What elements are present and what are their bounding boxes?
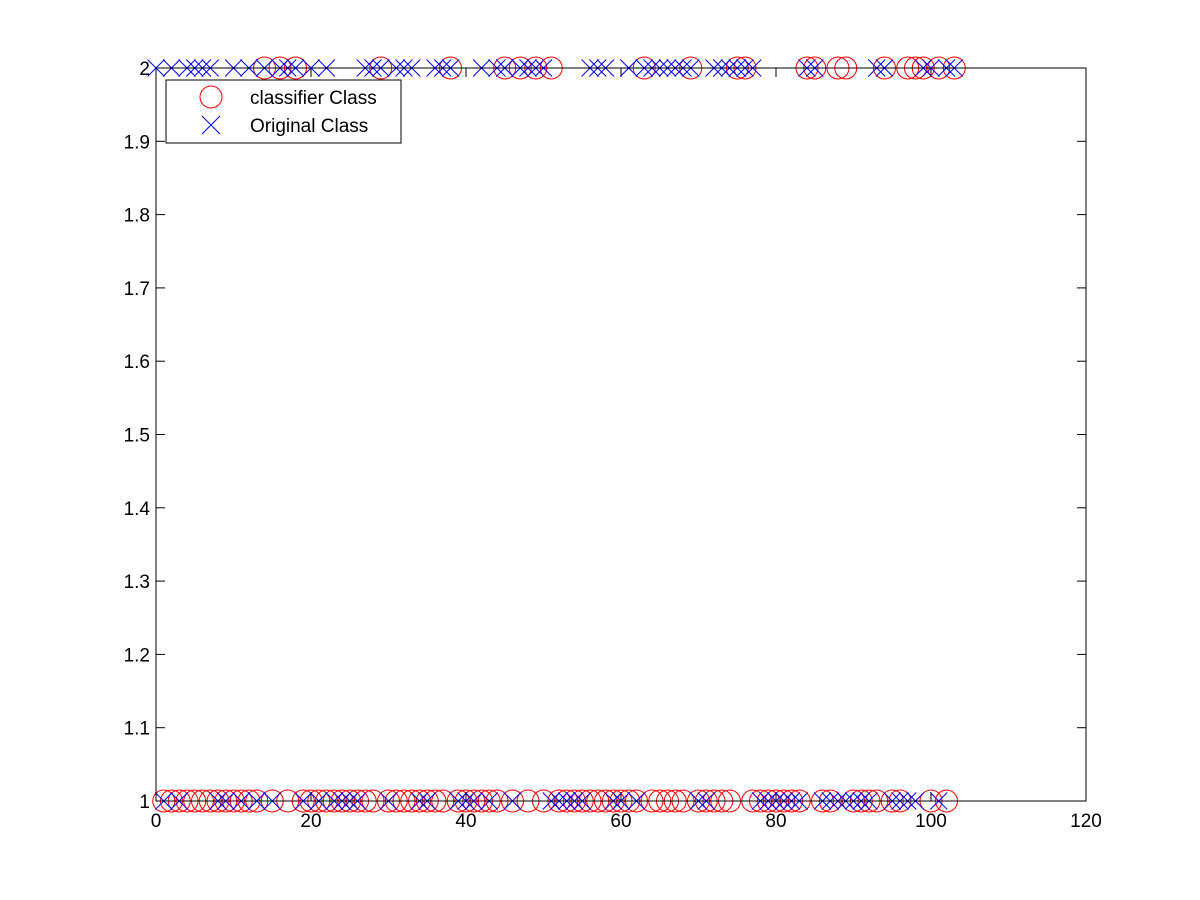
y-tick-label: 1.5 [124, 426, 150, 447]
y-tick-label: 2 [139, 59, 150, 80]
x-tick-label: 20 [300, 811, 321, 832]
y-tick-label: 1.9 [124, 132, 150, 153]
legend-label-classifier: classifier Class [250, 88, 377, 109]
y-tick-label: 1.4 [124, 499, 151, 520]
x-tick-label: 120 [1070, 811, 1102, 832]
y-tick-label: 1.2 [124, 645, 150, 666]
x-tick-label: 80 [765, 811, 786, 832]
x-tick-label: 100 [915, 811, 947, 832]
y-tick-label: 1.3 [124, 572, 150, 593]
x-tick-label: 0 [151, 811, 162, 832]
y-tick-label: 1.8 [124, 206, 150, 227]
x-tick-label: 60 [610, 811, 631, 832]
legend-label-original: Original Class [250, 116, 368, 137]
y-tick-label: 1 [139, 792, 150, 813]
plot-area [156, 68, 1086, 801]
y-tick-label: 1.6 [124, 352, 150, 373]
tick-labels: 0 20 40 60 80 100 120 1 1.1 1.2 1.3 1.4 1.5 1.6 1.7 1.8… [124, 59, 1102, 832]
y-tick-label: 1.7 [124, 279, 150, 300]
y-tick-label: 1.1 [124, 719, 150, 740]
axes-box [155, 67, 1087, 802]
legend: classifier Class Original Class [165, 79, 402, 144]
legend-marker-circle [199, 85, 223, 109]
x-tick-label: 40 [455, 811, 476, 832]
legend-box [165, 79, 402, 144]
legend-marker-x [201, 115, 221, 135]
